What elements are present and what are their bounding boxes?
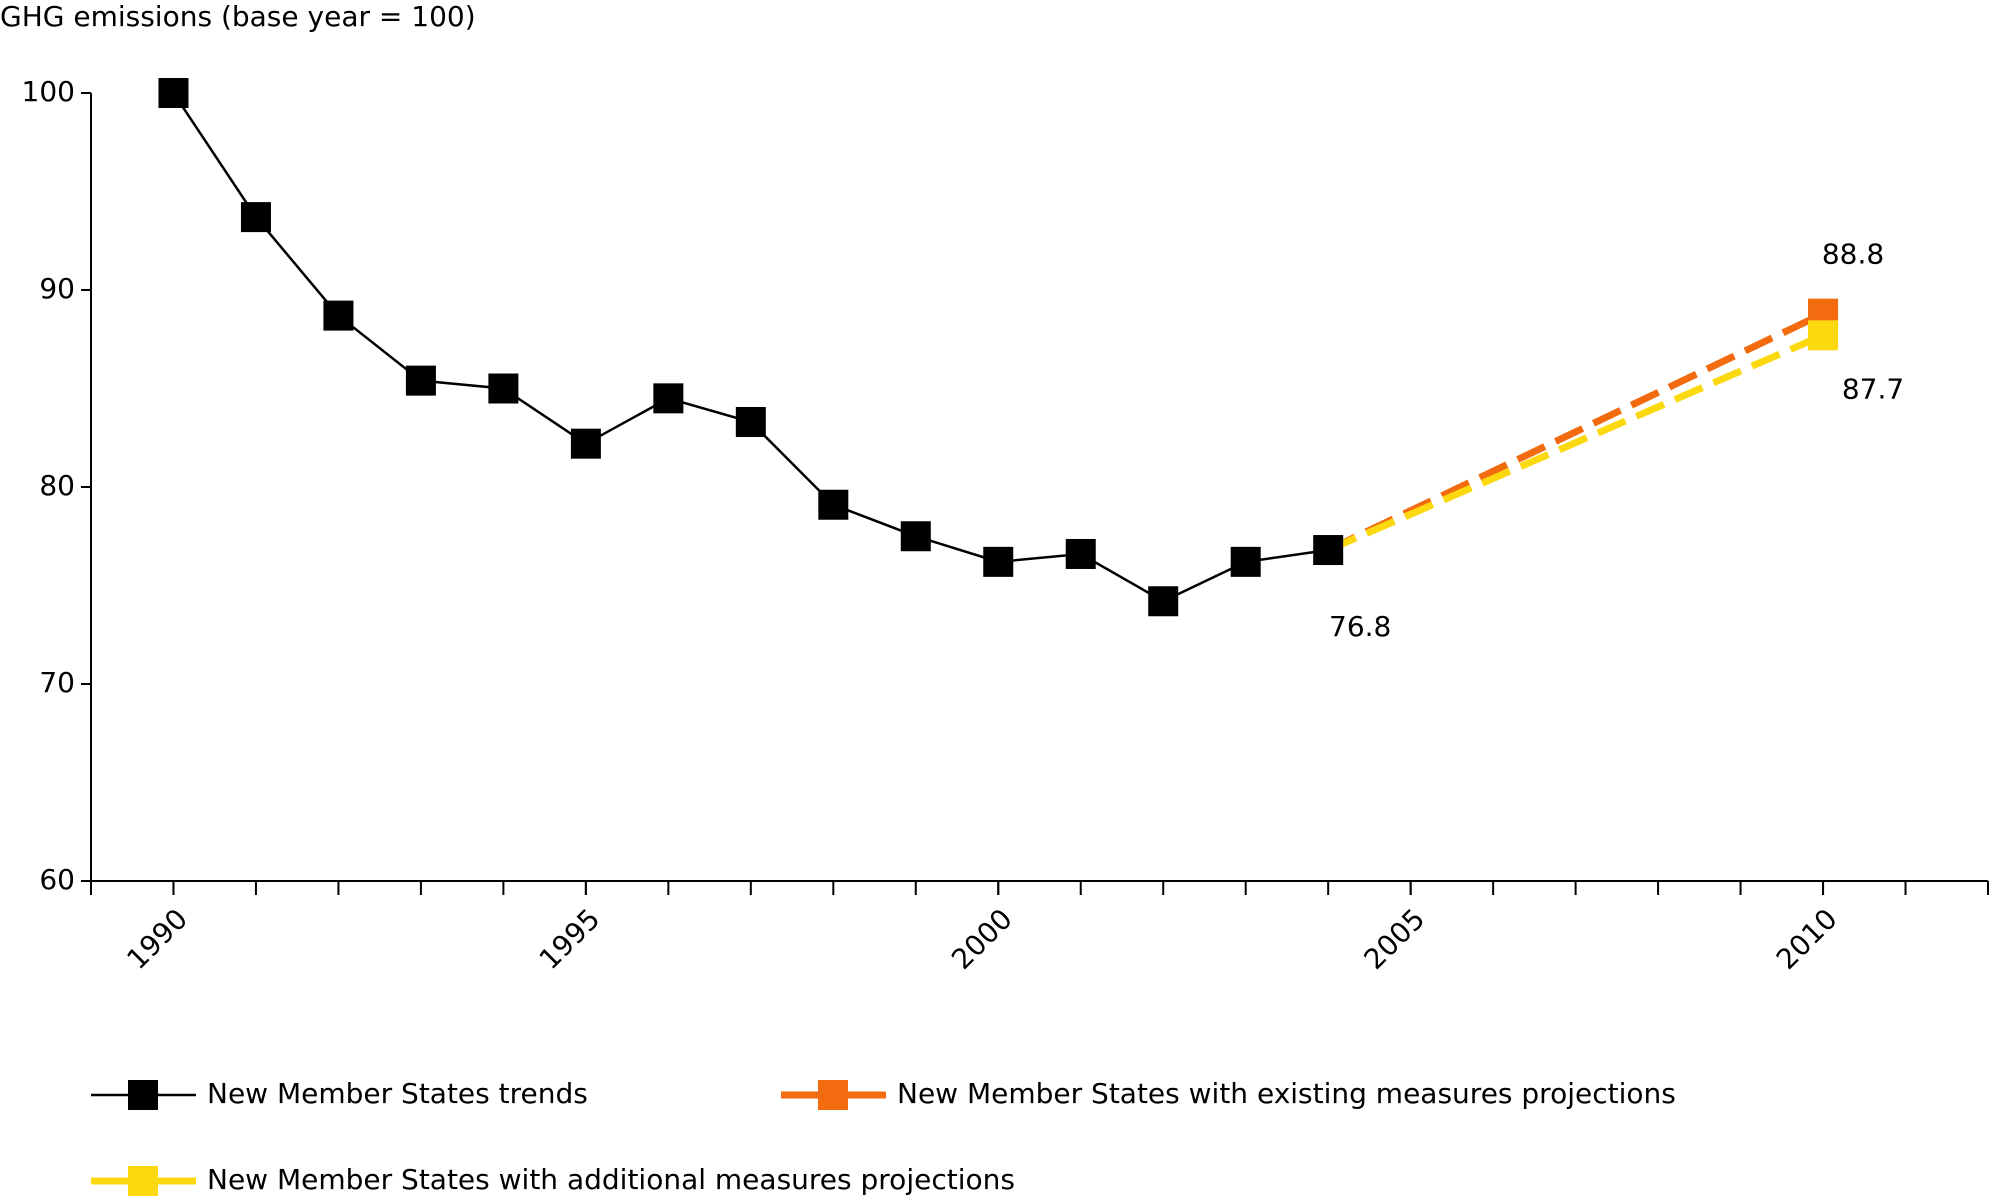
marker (570, 428, 601, 459)
series-line (1326, 310, 1825, 554)
legend-marker (128, 1080, 158, 1110)
data-label: 87.7 (1842, 372, 1904, 405)
data-label: 88.8 (1822, 238, 1884, 271)
x-tick-label: 2010 (1770, 902, 1844, 976)
legend-label: New Member States trends (207, 1077, 588, 1110)
marker (818, 489, 849, 520)
series-line (172, 92, 1329, 603)
marker (983, 546, 1014, 577)
series-line (1326, 332, 1825, 554)
marker (405, 365, 436, 396)
marker (1065, 538, 1096, 569)
marker (653, 383, 684, 414)
data-label: 76.8 (1329, 610, 1391, 643)
x-tick-label: 2000 (945, 902, 1019, 976)
marker (900, 521, 931, 552)
marker (1148, 586, 1179, 617)
marker (1230, 546, 1261, 577)
y-axis-title: GHG emissions (base year = 100) (0, 0, 476, 33)
y-tick-label: 100 (22, 75, 75, 108)
legend-label: New Member States with additional measur… (207, 1163, 1015, 1196)
marker (1313, 535, 1344, 566)
legend-marker (818, 1080, 848, 1110)
y-tick-label: 70 (39, 666, 75, 699)
marker (240, 202, 271, 233)
legend-label: New Member States with existing measures… (897, 1077, 1676, 1110)
legend-marker (128, 1166, 158, 1196)
y-tick-label: 80 (39, 469, 75, 502)
marker (488, 373, 519, 404)
marker (323, 300, 354, 331)
x-tick-label: 1990 (120, 902, 194, 976)
x-tick-label: 2005 (1358, 902, 1432, 976)
marker (735, 406, 766, 437)
y-tick-label: 90 (39, 272, 75, 305)
marker (1808, 320, 1839, 351)
marker (158, 78, 189, 108)
x-tick-label: 1995 (533, 902, 607, 976)
y-tick-label: 60 (39, 863, 75, 896)
